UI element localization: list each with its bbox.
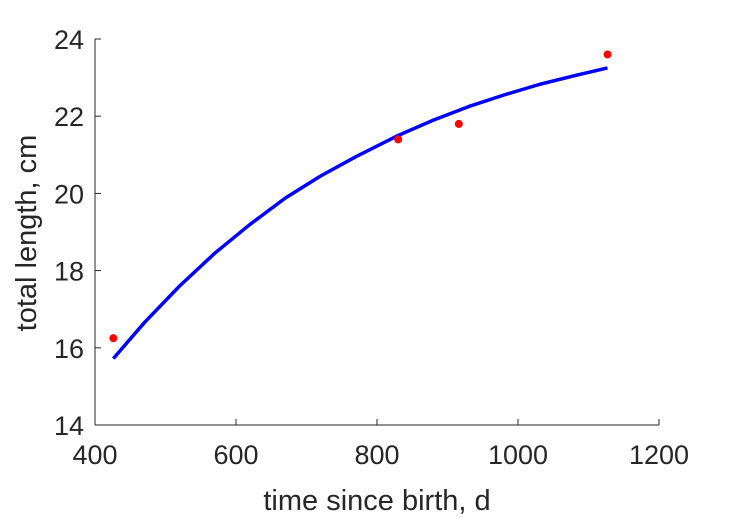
data-point [454, 119, 463, 128]
y-tick-label: 20 [54, 179, 84, 209]
fit-curve-layer [111, 66, 608, 360]
fit-curve [111, 66, 608, 360]
x-tick-label: 600 [213, 440, 258, 470]
y-tick-label: 24 [54, 25, 84, 55]
x-tick-label: 1200 [629, 440, 689, 470]
y-tick-label: 14 [54, 411, 84, 441]
x-axis-label: time since birth, d [263, 485, 490, 517]
y-axis-label: total length, cm [11, 135, 43, 332]
x-tick-label: 400 [72, 440, 117, 470]
y-tick-label: 16 [54, 334, 84, 364]
data-point [109, 334, 118, 343]
y-tick-label: 18 [54, 257, 84, 287]
data-points-layer [109, 50, 612, 343]
axes [94, 39, 659, 426]
x-tick-label: 1000 [488, 440, 548, 470]
ticks: 400 600 800 1000 1200 14 16 18 20 22 24 [54, 25, 689, 470]
data-point [394, 135, 403, 144]
data-point [603, 50, 612, 59]
y-tick-label: 22 [54, 102, 84, 132]
x-tick-label: 800 [354, 440, 399, 470]
